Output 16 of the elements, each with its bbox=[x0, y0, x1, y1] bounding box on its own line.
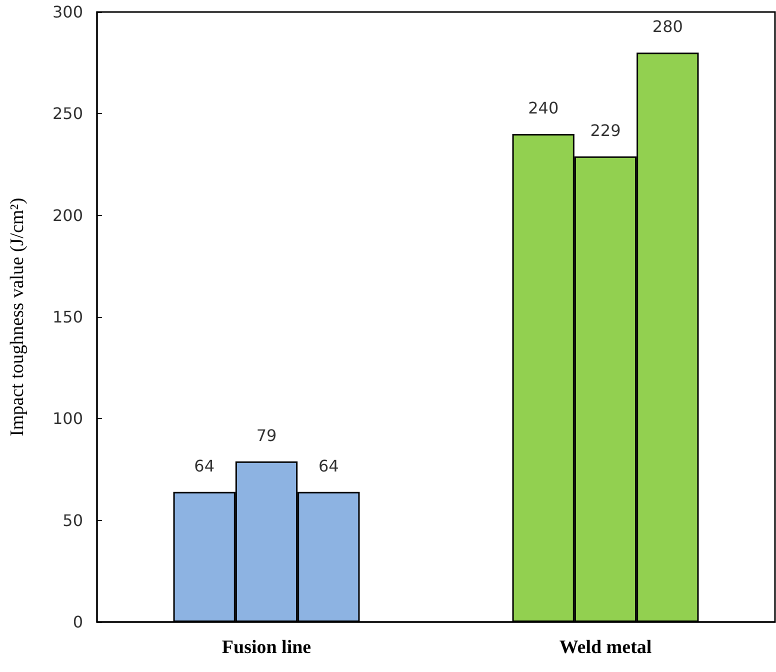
y-tick-label: 100 bbox=[52, 409, 83, 428]
x-tick-label: Weld metal bbox=[559, 637, 652, 658]
y-tick-label: 200 bbox=[52, 206, 83, 225]
data-label: 240 bbox=[528, 98, 559, 118]
y-tick-label: 300 bbox=[52, 2, 83, 22]
data-label: 229 bbox=[590, 120, 621, 140]
y-tick-label: 50 bbox=[62, 510, 83, 530]
x-tick-label: Fusion line bbox=[222, 637, 312, 658]
y-axis-title: Impact toughness value (J/cm²) bbox=[7, 198, 28, 436]
data-label: 64 bbox=[318, 456, 339, 476]
y-tick-label: 0 bbox=[72, 612, 83, 632]
data-label: 280 bbox=[652, 17, 683, 36]
data-label: 64 bbox=[194, 456, 215, 476]
y-tick-label: 250 bbox=[52, 104, 83, 124]
data-label: 79 bbox=[256, 426, 277, 445]
y-tick-label: 150 bbox=[52, 308, 83, 326]
